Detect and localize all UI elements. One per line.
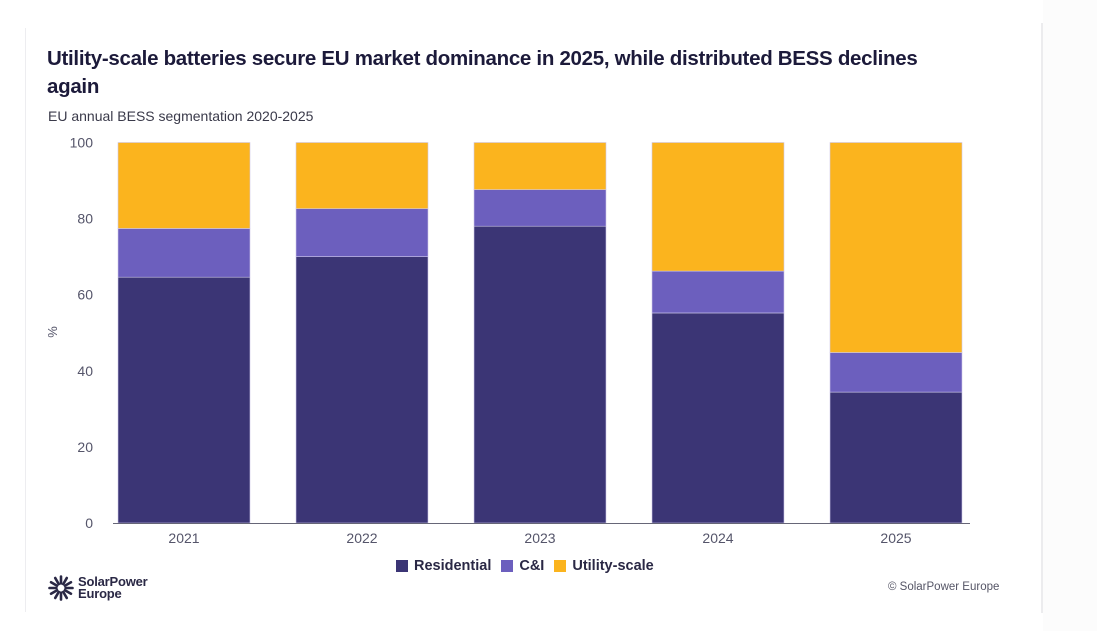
legend-label: C&I bbox=[519, 558, 545, 574]
x-tick-label: 2021 bbox=[168, 530, 199, 546]
bar-segment-residential-2023 bbox=[473, 225, 607, 524]
legend-label: Residential bbox=[414, 558, 492, 574]
x-tick-label: 2023 bbox=[524, 530, 555, 546]
bar-segment-residential-2021 bbox=[117, 276, 251, 524]
legend-item-residential: Residential bbox=[396, 558, 491, 574]
bar-segment-residential-2025 bbox=[829, 391, 963, 524]
x-tick-label: 2024 bbox=[702, 530, 733, 546]
bar-segment-residential-2024 bbox=[651, 312, 785, 524]
legend-swatch bbox=[554, 560, 567, 572]
bar-segment-utility-scale-2022 bbox=[295, 142, 429, 210]
frame-border-left bbox=[25, 28, 26, 612]
legend-swatch bbox=[396, 560, 408, 572]
frame-border-right bbox=[1041, 23, 1043, 613]
x-ticks-group: 2021 2022 2023 2024 2025 bbox=[168, 530, 911, 546]
bar-segment-c-i-2022 bbox=[295, 208, 429, 257]
bar-segment-c-i-2024 bbox=[651, 270, 785, 314]
logo-text-line2: Europe bbox=[78, 586, 122, 601]
bar-segment-c-i-2025 bbox=[829, 352, 963, 393]
y-axis-label: % bbox=[45, 326, 60, 338]
bar-segment-utility-scale-2024 bbox=[651, 142, 785, 272]
bars-group bbox=[117, 142, 963, 524]
copyright-text: © SolarPower Europe bbox=[888, 581, 1000, 593]
y-tick-label: 60 bbox=[77, 287, 93, 303]
bar-segment-utility-scale-2023 bbox=[473, 142, 607, 190]
bar-segment-utility-scale-2025 bbox=[829, 142, 963, 353]
y-ticks-group: 0 20 40 60 80 100 bbox=[70, 135, 94, 532]
x-tick-label: 2025 bbox=[880, 530, 911, 546]
legend: Residential C&I Utility-scale bbox=[396, 558, 658, 574]
bar-segment-residential-2022 bbox=[295, 256, 429, 524]
y-tick-label: 100 bbox=[70, 135, 94, 151]
y-tick-label: 20 bbox=[77, 439, 93, 455]
logo-text-line1: SolarPower bbox=[78, 574, 148, 589]
legend-swatch bbox=[501, 560, 514, 572]
chart-subtitle: EU annual BESS segmentation 2020-2025 bbox=[48, 108, 314, 124]
sun-burst-icon bbox=[48, 575, 74, 601]
legend-item-c-i: C&I bbox=[501, 558, 544, 574]
solarpower-europe-logo: SolarPower Europe bbox=[48, 575, 148, 601]
y-tick-label: 40 bbox=[77, 363, 93, 379]
legend-item-utility-scale: Utility-scale bbox=[554, 558, 654, 574]
bar-segment-utility-scale-2021 bbox=[117, 142, 251, 229]
bar-segment-c-i-2023 bbox=[473, 189, 607, 227]
bar-segment-c-i-2021 bbox=[117, 228, 251, 278]
legend-label: Utility-scale bbox=[572, 558, 654, 574]
y-tick-label: 0 bbox=[85, 515, 93, 531]
chart-title: Utility-scale batteries secure EU market… bbox=[47, 47, 918, 98]
x-tick-label: 2022 bbox=[346, 530, 377, 546]
right-margin-panel bbox=[1043, 0, 1097, 631]
y-tick-label: 80 bbox=[77, 211, 93, 227]
